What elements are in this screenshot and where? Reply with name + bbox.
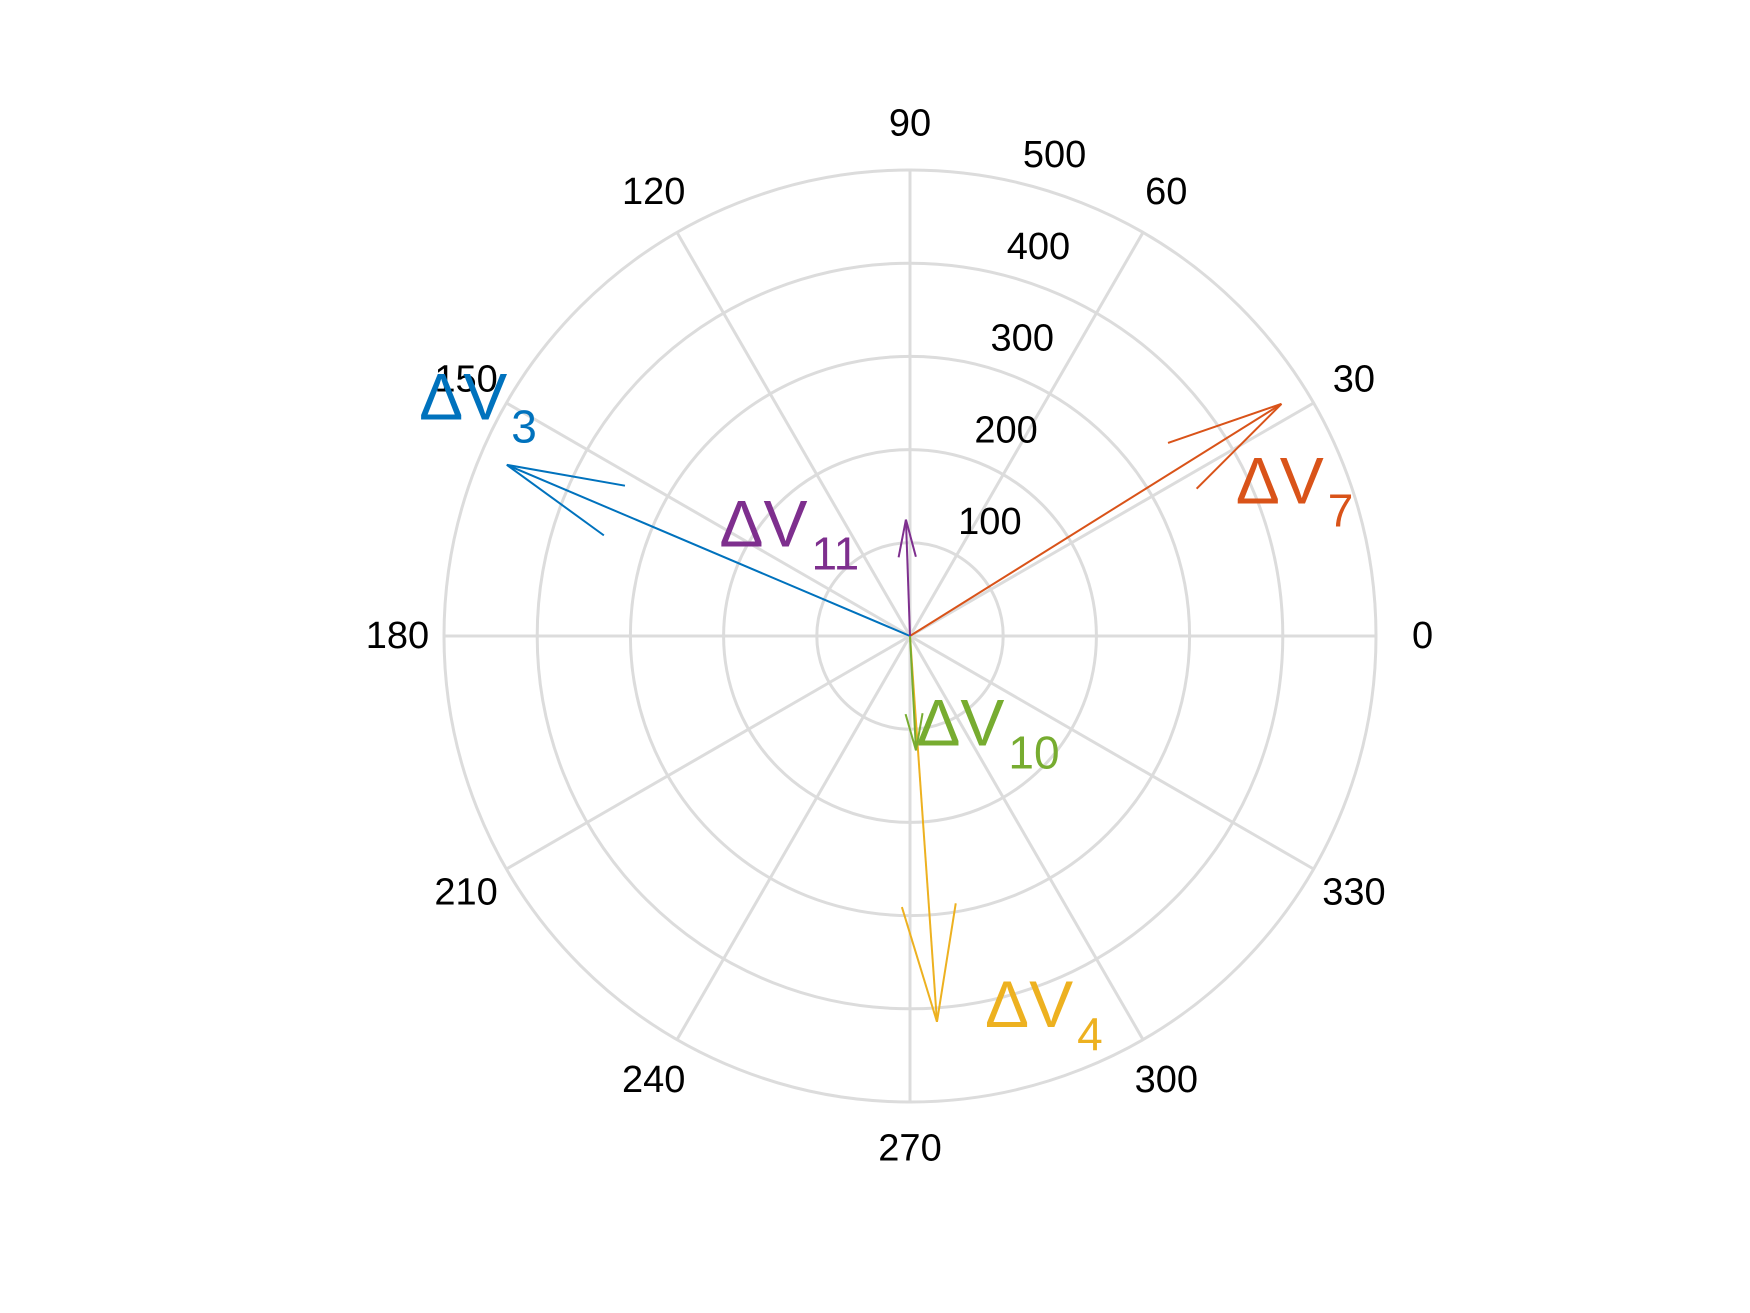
delta-v4-label: ΔV4 [985,967,1103,1060]
delta-v4-arrowhead-left [937,903,956,1022]
delta-v4-label-subscript: 4 [1077,1008,1103,1060]
grid-spoke-150 [506,403,910,636]
delta-v3-label-subscript: 3 [511,401,537,453]
angle-tick-label: 270 [878,1128,941,1170]
radial-tick-label: 200 [974,409,1037,451]
delta-v11-label-main: ΔV [719,486,807,560]
angle-tick-label: 330 [1322,871,1385,913]
vectors [507,404,1282,1022]
delta-v7-label-main: ΔV [1236,444,1324,518]
radial-tick-label: 400 [1007,226,1070,268]
delta-v4-label-main: ΔV [985,967,1073,1041]
delta-v11-arrowhead-left [899,520,906,558]
radial-tick-label: 300 [991,318,1054,360]
angle-tick-label: 30 [1333,359,1375,401]
delta-v11-label-subscript: 11 [812,527,860,579]
delta-v10-label: ΔV10 [916,686,1059,779]
delta-v3-arrowhead-right [507,465,625,486]
delta-v4-arrowhead-right [902,907,937,1022]
angle-tick-label: 240 [622,1059,685,1101]
grid-spoke-120 [677,232,910,636]
delta-v10-label-subscript: 10 [1008,727,1059,779]
angle-tick-label: 0 [1412,615,1433,657]
delta-v7-label: ΔV7 [1236,444,1354,537]
radial-tick-label: 100 [958,501,1021,543]
delta-v3-label: ΔV3 [419,360,537,453]
grid-spoke-210 [506,636,910,869]
angle-tick-label: 180 [366,615,429,657]
delta-v3-label-main: ΔV [419,360,507,434]
delta-v10-label-main: ΔV [916,686,1004,760]
delta-v7-label-subscript: 7 [1328,485,1354,537]
angle-tick-label: 210 [434,871,497,913]
angle-tick-label: 90 [889,102,931,144]
angle-tick-label: 120 [622,171,685,213]
angle-tick-label: 300 [1135,1059,1198,1101]
grid-spoke-240 [677,636,910,1040]
angle-tick-label: 60 [1145,171,1187,213]
radial-tick-label: 500 [1023,134,1086,176]
